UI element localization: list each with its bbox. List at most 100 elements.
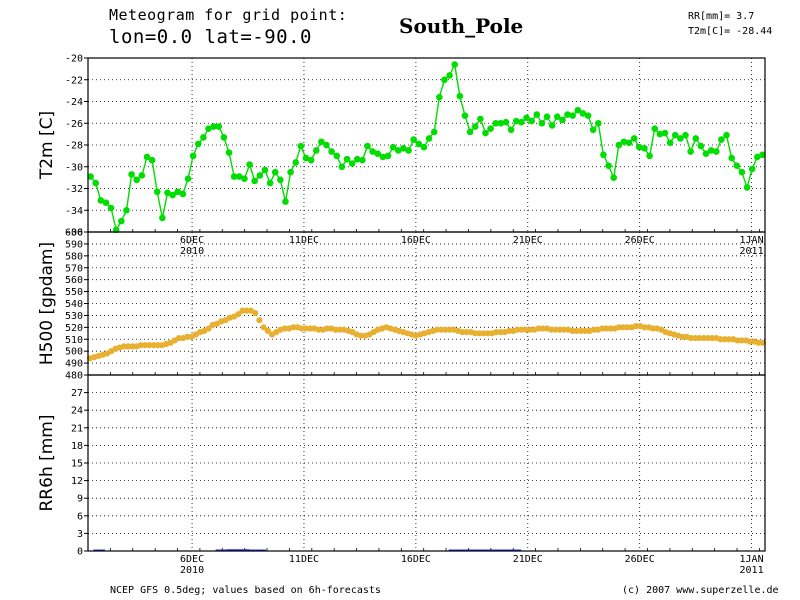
rr6h-bar: [226, 549, 233, 551]
t2m-data-point: [118, 217, 125, 225]
t2m-data-point: [656, 130, 664, 138]
y-tick-label: 3: [77, 529, 83, 540]
h500-data-point: [252, 309, 259, 317]
x-tick-label: 6DEC: [180, 554, 204, 565]
y-tick-label: -32: [65, 184, 83, 195]
y-tick-label: 9: [77, 494, 83, 505]
y-tick-label: 580: [65, 251, 83, 262]
rr6h-bar: [93, 549, 100, 551]
rr6h-bar: [248, 549, 255, 551]
y-tick-label: 510: [65, 335, 83, 346]
t2m-data-point: [87, 173, 94, 180]
rr6h-bar: [254, 549, 261, 551]
t2m-data-point: [456, 92, 464, 100]
t2m-data-point: [579, 110, 587, 117]
t2m-data-point: [420, 143, 428, 151]
y-tick-label: 550: [65, 287, 83, 298]
t2m-data-point: [610, 174, 618, 181]
t2m-data-point: [389, 143, 397, 151]
t2m-data-point: [625, 139, 633, 147]
t2m-data-point: [436, 93, 443, 101]
t2m-data-point: [697, 142, 705, 150]
t2m-data-point: [251, 177, 258, 185]
t2m-data-point: [328, 148, 335, 155]
t2m-data-point: [415, 140, 423, 148]
rr6h-bar: [504, 549, 511, 551]
t2m-data-point: [595, 119, 602, 127]
y-tick-label: 21: [71, 423, 83, 434]
t2m-data-point: [138, 172, 146, 179]
x-tick-year-label: 2010: [180, 246, 204, 257]
t2m-data-point: [507, 126, 515, 134]
t2m-data-point: [461, 112, 469, 119]
t2m-data-point: [400, 144, 407, 152]
x-tick-label: 16DEC: [401, 554, 431, 565]
rr6h-bar: [215, 549, 222, 551]
y-tick-label: 12: [71, 476, 83, 487]
t2m-data-point: [312, 147, 320, 154]
t2m-data-point: [671, 131, 679, 139]
station-name: South_Pole: [399, 14, 524, 38]
t2m-data-point: [748, 165, 756, 173]
t2m-data-point: [528, 117, 535, 125]
t2m-data-point: [569, 112, 576, 119]
t2m-data-point: [733, 162, 741, 169]
y-tick-label: 570: [65, 263, 83, 274]
t2m-data-point: [723, 131, 730, 139]
t2m-data-point: [600, 151, 607, 159]
copyright-note: (c) 2007 www.superzelle.de: [622, 585, 779, 596]
y-tick-label: 540: [65, 299, 83, 310]
y-tick-label: -36: [65, 228, 83, 239]
t2m-frame: [87, 57, 766, 233]
t2m-data-point: [348, 160, 356, 167]
rr6h-bar: [454, 549, 461, 551]
t2m-data-point: [677, 135, 684, 142]
precip-summary: RR[mm]= 3.7: [688, 11, 755, 22]
t2m-data-point: [394, 147, 402, 154]
y-tick-label: 530: [65, 311, 83, 322]
y-tick-label: 490: [65, 359, 83, 370]
y-tick-label: 480: [65, 371, 83, 382]
t2m-data-point: [589, 126, 597, 134]
x-tick-label: 11DEC: [289, 554, 319, 565]
t2m-data-point: [282, 198, 289, 205]
rr6h-bar: [459, 549, 466, 551]
rr6h-bar: [470, 549, 477, 551]
t2m-data-point: [651, 125, 659, 132]
t2m-data-point: [661, 129, 669, 137]
t2m-data-point: [287, 168, 294, 176]
t2m-data-point: [471, 123, 479, 130]
t2m-data-point: [641, 144, 648, 152]
t2m-data-point: [759, 151, 766, 159]
x-tick-year-label: 2011: [740, 246, 764, 257]
h500-data-point: [235, 311, 242, 318]
y-tick-label: 560: [65, 275, 83, 286]
t2m-data-point: [159, 214, 166, 222]
t2m-data-point: [718, 136, 725, 143]
t2m-data-point: [338, 163, 346, 171]
t2m-data-point: [636, 143, 643, 151]
t2m-data-point: [200, 134, 207, 141]
rr6h-bar: [237, 549, 244, 551]
t2m-data-point: [220, 134, 228, 141]
t2m-data-point: [323, 141, 330, 149]
x-tick-label: 26DEC: [625, 554, 655, 565]
rr6h-bar: [509, 549, 516, 551]
grid-point-coordinates: lon=0.0 lat=-90.0: [109, 26, 312, 48]
t2m-data-point: [682, 131, 689, 139]
t2m-data-point: [482, 129, 489, 137]
t2m-data-point: [174, 188, 182, 196]
t2m-data-point: [743, 184, 751, 191]
x-tick-year-label: 2010: [180, 565, 204, 576]
rr6h-bar: [465, 549, 472, 551]
y-tick-label: 0: [77, 547, 83, 558]
t2m-data-point: [425, 135, 433, 142]
t2m-data-point: [446, 72, 453, 79]
t2m-data-point: [538, 119, 546, 127]
t2m-data-point: [92, 179, 99, 187]
t2m-data-point: [707, 147, 715, 154]
t2m-data-point: [487, 125, 494, 132]
y-tick-label: 520: [65, 323, 83, 334]
